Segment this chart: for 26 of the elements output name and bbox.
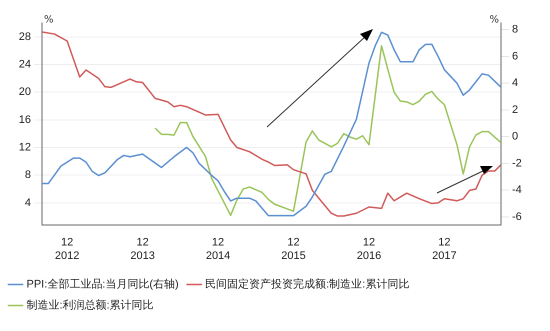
legend-label: PPI:全部工业品:当月同比(右轴) (26, 278, 179, 291)
y2-tick-label: 8 (512, 24, 518, 36)
y2-tick-label: 0 (512, 130, 518, 143)
y-tick-label: 12 (18, 142, 31, 154)
y-tick-label: 8 (24, 169, 31, 182)
legend-label: 民间固定资产投资完成额:制造业:累计同比 (205, 278, 410, 291)
y2-axis-title: % (489, 14, 499, 26)
y2-tick-label: -2 (512, 157, 522, 170)
y2-tick-label: 6 (512, 50, 518, 62)
y-tick-label: 4 (24, 196, 31, 209)
y2-tick-label: 4 (512, 77, 518, 90)
legend-label: 制造业:利润总额:累计同比 (26, 298, 154, 312)
x-tick-label: 12 2015 (281, 236, 306, 262)
x-tick-label: 12 2017 (432, 236, 457, 262)
x-tick-label: 12 2014 (206, 236, 230, 262)
y2-tick-label: -6 (512, 211, 522, 224)
y2-tick-label: -4 (512, 184, 522, 196)
y-tick-label: 20 (18, 86, 31, 98)
y-tick-label: 16 (18, 114, 31, 126)
y-tick-label: 24 (18, 58, 31, 71)
x-tick-label: 12 2012 (54, 236, 80, 262)
x-tick-label: 12 2013 (130, 236, 155, 262)
x-tick-label: 12 2016 (356, 236, 382, 262)
y-axis-title: % (44, 14, 54, 26)
y-tick-label: 28 (18, 30, 31, 43)
y2-tick-label: 2 (512, 104, 518, 116)
